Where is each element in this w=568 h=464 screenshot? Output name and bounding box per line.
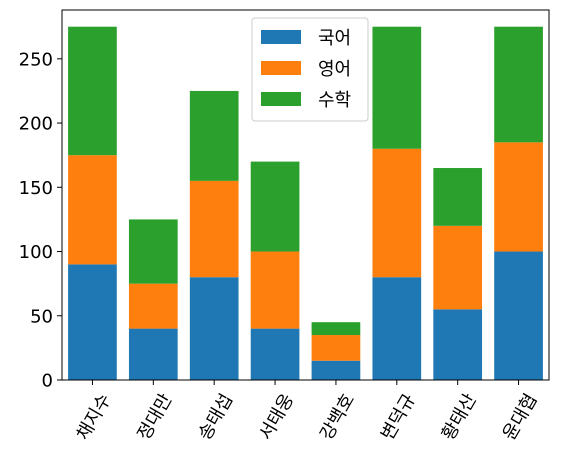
bar-수학-황태산 [433, 168, 483, 226]
bar-영어-윤대협 [494, 142, 543, 252]
bar-국어-송태섭 [189, 277, 239, 380]
x-tick-label: 서태웅 [255, 390, 298, 444]
legend-swatch-영어 [261, 61, 301, 75]
bar-영어-강백호 [311, 335, 361, 361]
bar-국어-강백호 [311, 360, 361, 380]
x-tick-label: 윤대협 [499, 390, 542, 444]
bar-수학-강백호 [311, 322, 361, 336]
y-tick-label: 150 [19, 178, 53, 199]
bar-수학-정대만 [128, 219, 178, 284]
bar-수학-송태섭 [189, 90, 239, 181]
bar-국어-채지수 [68, 264, 117, 381]
legend-label-영어: 영어 [318, 59, 351, 80]
y-tick-label: 100 [19, 242, 53, 263]
bar-영어-서태웅 [250, 251, 300, 329]
legend-swatch-국어 [261, 30, 301, 44]
y-tick-label: 0 [42, 371, 53, 392]
bar-영어-채지수 [68, 155, 117, 265]
x-tick-label: 황태산 [438, 390, 481, 444]
y-tick-label: 50 [30, 306, 53, 327]
bar-영어-변덕규 [372, 148, 422, 278]
x-tick-label: 송태섭 [194, 390, 237, 444]
bar-국어-변덕규 [372, 277, 422, 380]
legend-swatch-수학 [261, 92, 301, 106]
bar-국어-윤대협 [494, 251, 543, 380]
x-tick-label: 채지수 [73, 390, 116, 444]
bar-영어-정대만 [128, 283, 178, 329]
bar-수학-윤대협 [494, 26, 543, 143]
bar-국어-서태웅 [250, 328, 300, 380]
bar-수학-변덕규 [372, 26, 422, 149]
y-tick-label: 250 [19, 49, 53, 70]
bars-layer [68, 26, 543, 381]
x-tick-label: 변덕규 [377, 390, 420, 444]
bar-국어-정대만 [128, 328, 178, 380]
legend-label-국어: 국어 [318, 28, 351, 49]
legend-label-수학: 수학 [318, 90, 351, 111]
x-tick-label: 강백호 [316, 390, 359, 444]
y-tick-label: 200 [19, 114, 53, 135]
bar-국어-황태산 [433, 309, 483, 380]
bar-영어-송태섭 [189, 180, 239, 278]
axes-frame [61, 9, 550, 381]
bar-수학-서태웅 [250, 161, 300, 252]
x-tick-label: 정대만 [134, 390, 177, 444]
bar-영어-황태산 [433, 225, 483, 310]
bar-수학-채지수 [68, 26, 117, 156]
